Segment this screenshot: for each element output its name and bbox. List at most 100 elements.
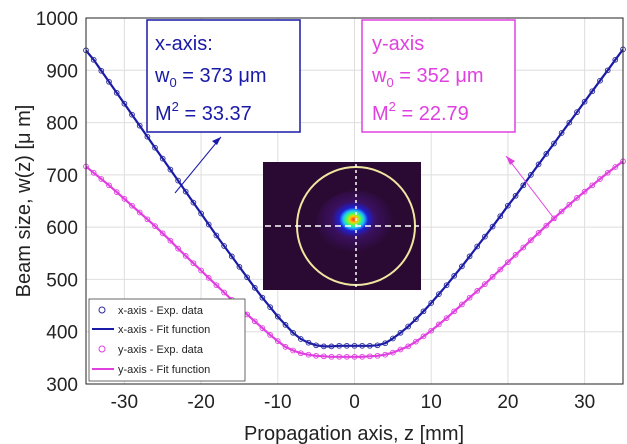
legend-box bbox=[88, 298, 246, 382]
legend-marker-x-exp bbox=[98, 306, 106, 314]
data-point-x bbox=[320, 343, 327, 350]
y-tick-label: 600 bbox=[46, 218, 78, 239]
data-point-x bbox=[259, 294, 266, 301]
data-point-y bbox=[320, 353, 327, 360]
data-point-x bbox=[405, 323, 412, 330]
data-point-x bbox=[497, 213, 504, 220]
data-point-y bbox=[359, 353, 366, 360]
x-axis-label: Propagation axis, z [mm] bbox=[244, 423, 464, 444]
annotation-x-box bbox=[146, 19, 301, 133]
annotation-x-title: x-axis: bbox=[155, 33, 213, 55]
data-point-y bbox=[543, 222, 550, 229]
annotation-y-axis: y-axis w0 = 352 μm M2 = 22.79 bbox=[361, 19, 516, 133]
data-point-x bbox=[213, 232, 220, 239]
data-point-x bbox=[198, 210, 204, 217]
data-point-x bbox=[604, 67, 611, 74]
y-axis-label: Beam size, w(z) [μ m] bbox=[13, 105, 35, 298]
data-point-x bbox=[251, 284, 258, 291]
legend-label-y-fit: y-axis - Fit function bbox=[118, 364, 210, 376]
data-point-x bbox=[390, 335, 396, 342]
data-point-x bbox=[459, 263, 465, 270]
data-point-y bbox=[297, 350, 304, 357]
data-point-y bbox=[505, 259, 511, 266]
data-point-y bbox=[290, 347, 296, 354]
data-point-x bbox=[121, 100, 128, 107]
data-point-y bbox=[343, 353, 350, 360]
data-point-y bbox=[405, 343, 412, 350]
beam-profile-inset bbox=[263, 162, 421, 290]
data-point-y bbox=[374, 352, 381, 359]
legend-item-x-fit: x-axis - Fit function bbox=[92, 324, 210, 336]
data-point-y bbox=[604, 169, 611, 176]
annotation-y-box bbox=[361, 19, 516, 133]
data-point-y bbox=[213, 282, 220, 289]
plot-frame bbox=[85, 17, 624, 385]
fit-line-y bbox=[85, 160, 624, 358]
data-point-x bbox=[528, 172, 534, 178]
arrow-y-line bbox=[505, 155, 557, 222]
data-point-y bbox=[566, 201, 573, 208]
data-point-y bbox=[121, 196, 128, 202]
data-point-x bbox=[597, 77, 603, 84]
legend: x-axis - Exp. data x-axis - Fit function… bbox=[88, 298, 246, 382]
y-axis-ticks: 300 400 500 600 700 800 900 1000 bbox=[36, 9, 78, 396]
data-point-x bbox=[436, 291, 442, 297]
data-point-x bbox=[512, 192, 519, 199]
data-point-y bbox=[113, 189, 120, 195]
data-point-x bbox=[374, 342, 381, 349]
data-point-x bbox=[152, 144, 158, 151]
data-point-y bbox=[167, 237, 174, 244]
annotation-x-m2: M2 = 33.37 bbox=[155, 99, 252, 125]
annotation-y-w0: w0 = 352 μm bbox=[371, 65, 484, 90]
x-tick-label: 30 bbox=[574, 392, 595, 413]
data-point-y bbox=[466, 294, 473, 301]
data-point-y bbox=[589, 182, 596, 189]
arrow-x-head bbox=[212, 137, 221, 145]
data-point-y bbox=[221, 289, 227, 296]
data-point-y bbox=[159, 230, 166, 237]
data-point-y bbox=[574, 195, 580, 201]
data-point-x bbox=[489, 223, 496, 230]
data-point-x bbox=[305, 339, 312, 346]
x-tick-label: 20 bbox=[497, 392, 518, 413]
data-point-x bbox=[474, 243, 481, 250]
data-point-y bbox=[98, 176, 105, 182]
data-point-x bbox=[129, 111, 135, 118]
data-point-x bbox=[106, 78, 112, 85]
data-point-x bbox=[558, 130, 565, 136]
data-point-y bbox=[420, 333, 427, 340]
data-point-x bbox=[574, 109, 580, 115]
data-point-y bbox=[152, 223, 158, 229]
x-tick-label: -10 bbox=[264, 392, 291, 413]
data-point-y bbox=[489, 273, 496, 280]
data-point-x bbox=[290, 329, 296, 336]
data-point-x bbox=[228, 253, 235, 260]
data-point-x bbox=[221, 243, 227, 249]
data-point-x bbox=[543, 151, 550, 157]
data-point-x bbox=[443, 282, 450, 289]
data-point-y bbox=[443, 315, 450, 321]
y-tick-label: 800 bbox=[46, 114, 78, 135]
data-point-y bbox=[313, 352, 319, 359]
data-point-y bbox=[282, 344, 289, 350]
data-point-y bbox=[198, 267, 204, 274]
data-point-y bbox=[251, 318, 258, 325]
x-tick-label: -20 bbox=[187, 392, 214, 413]
data-point-x bbox=[336, 342, 343, 349]
data-point-x bbox=[359, 342, 366, 349]
x-tick-label: 10 bbox=[421, 392, 442, 413]
arrow-x-line bbox=[174, 136, 222, 194]
data-point-y bbox=[274, 338, 281, 344]
data-point-x bbox=[90, 56, 97, 63]
y-tick-label: 300 bbox=[46, 375, 78, 396]
data-point-x bbox=[535, 161, 542, 168]
data-point-y bbox=[558, 208, 565, 215]
data-point-y bbox=[612, 164, 619, 170]
x-tick-label: 0 bbox=[349, 392, 360, 413]
fit-line-x bbox=[85, 48, 624, 348]
data-point-x bbox=[236, 264, 243, 270]
data-point-y bbox=[205, 275, 212, 281]
data-point-x bbox=[182, 188, 189, 195]
data-point-y bbox=[535, 230, 542, 236]
data-point-y bbox=[459, 301, 465, 308]
